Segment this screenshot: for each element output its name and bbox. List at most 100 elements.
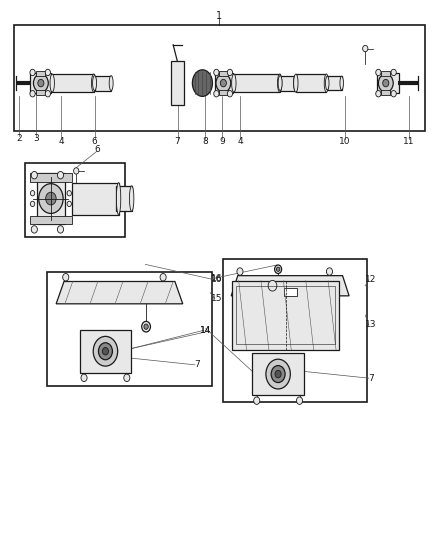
Text: 13: 13 — [365, 320, 377, 329]
Ellipse shape — [278, 76, 282, 91]
Ellipse shape — [117, 183, 121, 214]
Ellipse shape — [130, 186, 134, 211]
Text: 16: 16 — [211, 275, 223, 284]
Bar — [14, 25, 425, 131]
Ellipse shape — [92, 76, 96, 91]
Circle shape — [363, 45, 368, 52]
Bar — [52, 74, 94, 92]
Bar — [36, 90, 45, 95]
Bar — [46, 272, 212, 386]
Circle shape — [376, 69, 381, 76]
Text: 4: 4 — [237, 137, 243, 146]
Ellipse shape — [293, 74, 298, 92]
Circle shape — [227, 69, 233, 76]
Text: 10: 10 — [339, 137, 350, 146]
Circle shape — [124, 374, 130, 382]
Ellipse shape — [109, 76, 113, 91]
Text: 9: 9 — [219, 137, 226, 146]
Circle shape — [297, 397, 303, 405]
Circle shape — [57, 225, 64, 233]
Bar — [381, 90, 390, 95]
Circle shape — [93, 336, 118, 366]
Circle shape — [57, 172, 64, 179]
Text: 7: 7 — [368, 374, 374, 383]
Polygon shape — [284, 288, 297, 296]
Circle shape — [144, 324, 148, 329]
Ellipse shape — [50, 74, 54, 92]
Ellipse shape — [324, 74, 328, 92]
Circle shape — [38, 79, 44, 87]
Circle shape — [391, 91, 396, 97]
Circle shape — [383, 79, 389, 87]
Ellipse shape — [278, 74, 282, 92]
Circle shape — [271, 366, 285, 383]
Ellipse shape — [325, 76, 329, 90]
Circle shape — [254, 397, 260, 405]
Ellipse shape — [92, 74, 96, 92]
Bar — [80, 330, 131, 373]
Ellipse shape — [232, 74, 236, 92]
Polygon shape — [56, 281, 183, 304]
Bar — [296, 74, 326, 92]
Circle shape — [74, 168, 79, 174]
Circle shape — [63, 273, 69, 281]
Circle shape — [275, 265, 282, 273]
Circle shape — [326, 268, 332, 275]
Circle shape — [99, 343, 113, 360]
Circle shape — [46, 192, 56, 205]
Text: 15: 15 — [211, 294, 223, 303]
Text: 14: 14 — [200, 326, 212, 335]
Circle shape — [67, 191, 71, 196]
Bar — [219, 71, 228, 76]
Ellipse shape — [340, 76, 343, 90]
Circle shape — [81, 374, 87, 382]
Circle shape — [142, 321, 150, 332]
Bar — [327, 76, 342, 90]
Bar — [234, 74, 280, 92]
Bar — [215, 73, 233, 93]
Bar — [381, 71, 390, 76]
Circle shape — [31, 225, 37, 233]
Bar — [95, 76, 111, 91]
Text: 4: 4 — [58, 137, 64, 146]
Circle shape — [33, 74, 48, 92]
Ellipse shape — [293, 76, 297, 91]
Circle shape — [30, 201, 35, 206]
Bar — [30, 73, 51, 93]
Polygon shape — [231, 276, 349, 296]
Circle shape — [30, 69, 35, 76]
Circle shape — [376, 91, 381, 97]
Circle shape — [220, 79, 226, 87]
Bar — [30, 173, 72, 182]
Text: 6: 6 — [92, 137, 97, 146]
Text: 7: 7 — [175, 137, 180, 146]
Text: 12: 12 — [365, 275, 377, 284]
Circle shape — [214, 69, 219, 76]
Text: 6: 6 — [94, 145, 100, 154]
Text: 14: 14 — [200, 326, 212, 335]
Circle shape — [30, 191, 35, 196]
Text: 7: 7 — [194, 360, 200, 369]
Bar — [232, 280, 339, 350]
Text: 2: 2 — [16, 134, 22, 143]
Circle shape — [237, 268, 243, 275]
Bar — [377, 73, 399, 93]
Circle shape — [266, 359, 290, 389]
Text: 1: 1 — [216, 11, 222, 21]
Bar — [37, 173, 65, 224]
Circle shape — [31, 172, 37, 179]
Bar — [36, 71, 45, 76]
Bar — [25, 163, 125, 237]
Circle shape — [102, 348, 109, 355]
Bar — [252, 353, 304, 395]
Circle shape — [39, 184, 63, 213]
Bar — [72, 183, 119, 214]
Circle shape — [391, 69, 396, 76]
Bar — [280, 76, 295, 91]
Ellipse shape — [192, 70, 212, 96]
Bar — [117, 186, 132, 211]
Bar — [171, 61, 184, 106]
Circle shape — [227, 91, 233, 97]
Circle shape — [214, 91, 219, 97]
Circle shape — [30, 91, 35, 97]
